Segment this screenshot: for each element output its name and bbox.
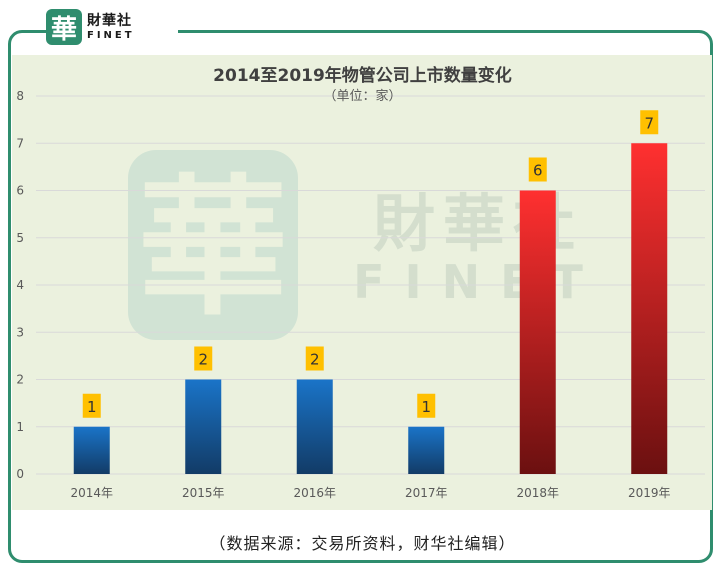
watermark-name-en: FINET <box>353 255 603 309</box>
y-axis-ticks: 0 1 2 3 4 5 6 7 8 <box>16 89 24 481</box>
data-label: 6 <box>533 162 543 180</box>
x-tick-label: 2019年 <box>628 486 671 500</box>
y-tick-label: 2 <box>16 373 24 387</box>
watermark-badge <box>128 150 298 340</box>
y-tick-label: 1 <box>16 420 24 434</box>
logo-badge: 華 <box>46 9 82 45</box>
y-tick-label: 0 <box>16 467 24 481</box>
chart-subtitle: （单位：家） <box>323 89 402 104</box>
data-label: 2 <box>198 351 208 369</box>
x-tick-label: 2017年 <box>405 486 448 500</box>
data-label-box <box>528 157 547 182</box>
x-tick-label: 2014年 <box>70 486 113 500</box>
y-tick-label: 8 <box>16 89 24 103</box>
x-tick-label: 2016年 <box>293 486 336 500</box>
watermark-glyph: 華 <box>138 162 288 336</box>
bar-5 <box>631 143 668 474</box>
y-tick-label: 6 <box>16 184 24 198</box>
x-axis-ticks: 2014年 2015年 2016年 2017年 2018年 2019年 <box>70 486 670 500</box>
data-label: 1 <box>421 398 431 416</box>
logo-name-cn: 財華社 <box>87 12 132 29</box>
x-tick-label: 2018年 <box>516 486 559 500</box>
y-tick-label: 5 <box>16 231 24 245</box>
y-tick-label: 4 <box>16 278 24 292</box>
y-tick-label: 3 <box>16 325 24 339</box>
bar-4 <box>519 190 556 474</box>
gridlines <box>36 95 705 475</box>
data-label-box <box>82 393 101 418</box>
bar-2 <box>296 379 333 474</box>
data-label: 2 <box>310 351 320 369</box>
data-label-box <box>417 393 436 418</box>
data-label: 1 <box>87 398 97 416</box>
logo-text: 財華社 FINET <box>87 13 135 42</box>
bar-0 <box>73 426 110 474</box>
bars: 1 2 2 1 6 7 <box>73 110 668 474</box>
data-label-box <box>305 346 324 371</box>
finet-logo: 華 財華社 FINET <box>46 6 178 48</box>
bar-3 <box>408 426 445 474</box>
logo-name-en: FINET <box>87 29 135 41</box>
y-tick-label: 7 <box>16 136 24 150</box>
data-label-box <box>640 110 659 135</box>
chart-title: 2014至2019年物管公司上市数量变化 <box>213 66 512 86</box>
source-note: （数据来源：交易所资料，财华社编辑） <box>209 534 516 553</box>
data-label: 7 <box>644 114 654 132</box>
x-tick-label: 2015年 <box>182 486 225 500</box>
bar-1 <box>185 379 222 474</box>
data-label-box <box>194 346 213 371</box>
